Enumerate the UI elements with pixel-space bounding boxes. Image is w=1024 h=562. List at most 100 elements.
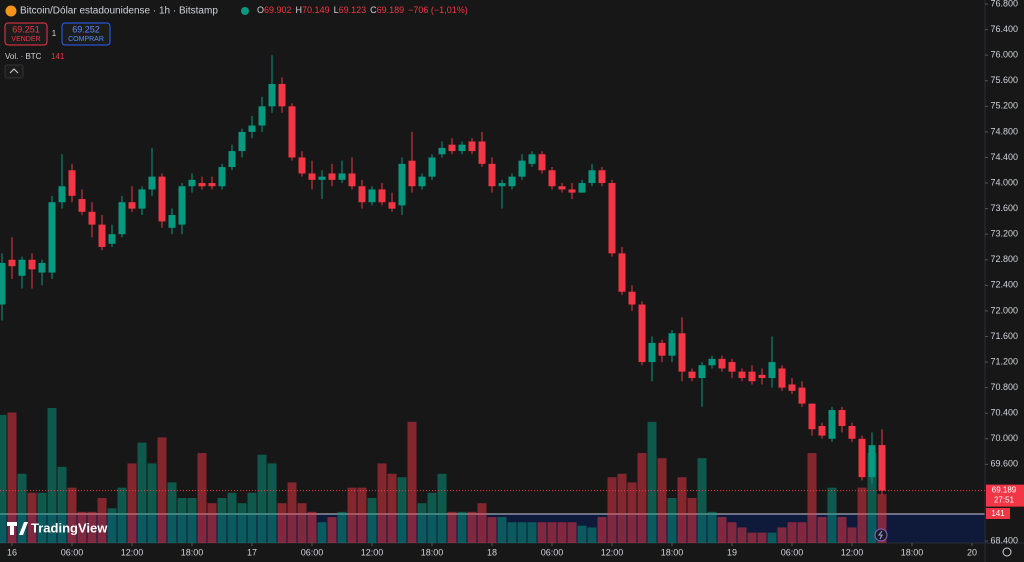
volume-bar	[197, 453, 207, 543]
candle-body	[458, 144, 466, 152]
volume-bar	[787, 522, 797, 543]
candle-body	[448, 144, 456, 152]
y-tick-label: 70.400	[990, 408, 1018, 418]
candle-body	[88, 211, 96, 225]
volume-bar	[527, 522, 537, 543]
candle-body	[408, 160, 416, 187]
candle-body	[708, 358, 716, 366]
volume-bar	[687, 498, 697, 543]
volume-bar	[277, 503, 287, 543]
settings-icon[interactable]	[1002, 547, 1012, 557]
candle-body	[838, 410, 846, 426]
collapse-icon	[9, 68, 19, 74]
candle-body	[368, 189, 376, 203]
buy-button[interactable]	[61, 22, 111, 46]
volume-bar	[647, 421, 657, 543]
candle-body	[798, 387, 806, 404]
y-tick-label: 70.000	[990, 433, 1018, 443]
volume-bar	[137, 442, 147, 543]
volume-bar	[227, 492, 237, 543]
volume-bar	[607, 477, 617, 543]
btc-icon	[5, 5, 17, 17]
volume-bar	[447, 511, 457, 543]
volume-bar	[727, 522, 737, 543]
volume-bar	[397, 477, 407, 543]
candle-body	[428, 157, 436, 177]
candle-body	[608, 183, 616, 254]
volume-bar	[577, 525, 587, 543]
volume-bar	[0, 414, 7, 543]
x-tick-label: 12:00	[121, 547, 144, 557]
candle-body	[508, 176, 516, 187]
candle-body	[668, 333, 676, 356]
c-value: 69.189	[377, 5, 405, 15]
y-tick-label: 76.400	[990, 24, 1018, 34]
candle-body	[348, 173, 356, 187]
candle-body	[788, 384, 796, 391]
x-tick-label: 17	[247, 547, 257, 557]
volume-bar	[167, 482, 177, 543]
volume-bar	[237, 503, 247, 543]
volume-bar	[637, 453, 647, 543]
y-tick-label: 73.600	[990, 203, 1018, 213]
plot	[0, 55, 985, 543]
volume-bar	[697, 458, 707, 543]
candle-body	[0, 262, 6, 305]
candle-body	[248, 125, 256, 132]
candle-body	[648, 342, 656, 363]
candle-body	[818, 425, 826, 436]
volume-bar	[287, 482, 297, 543]
volume-bar	[57, 466, 67, 543]
y-tick-label: 76.800	[990, 0, 1018, 8]
candle-body	[78, 199, 86, 212]
candle-body	[18, 259, 26, 276]
volume-bar	[47, 408, 57, 543]
candle-body	[658, 342, 666, 356]
volume-bar	[97, 498, 107, 543]
x-tick-label: 12:00	[361, 547, 384, 557]
y-tick-label: 76.000	[990, 50, 1018, 60]
y-tick-label: 74.400	[990, 152, 1018, 162]
candle-body	[58, 186, 66, 203]
candle-body	[218, 167, 226, 187]
o-label: O	[257, 5, 264, 15]
candle-body	[98, 224, 106, 247]
y-tick-label: 70.800	[990, 382, 1018, 392]
volume-bar	[627, 482, 637, 543]
volume-bar	[677, 477, 687, 543]
x-tick-label: 16	[7, 547, 17, 557]
volume-bar	[587, 527, 597, 543]
legend: Bitcoin/Dólar estadounidense · 1h · Bits…	[4, 5, 468, 79]
candle-body	[338, 173, 346, 180]
collapse-button[interactable]	[4, 64, 24, 79]
volume-bar	[867, 453, 877, 543]
x-tick-label: 06:00	[61, 547, 84, 557]
candle-body	[38, 262, 46, 273]
candle-body	[308, 173, 316, 180]
volume-bar	[37, 492, 47, 543]
volume-bar	[517, 522, 527, 543]
x-tick-label: 18:00	[661, 547, 684, 557]
sell-button[interactable]	[4, 22, 48, 46]
volume-bar	[847, 527, 857, 543]
volume-bar	[357, 487, 367, 543]
volume-bar	[7, 412, 17, 543]
volume-legend: Vol. · BTC	[5, 52, 42, 61]
y-tick-label: 73.200	[990, 229, 1018, 239]
candle-body	[598, 170, 606, 184]
qty: 1	[52, 29, 57, 38]
price-tag-countdown: 27:51	[994, 496, 1015, 505]
volume-bar	[387, 473, 397, 543]
candle-body	[158, 176, 166, 222]
x-tick-label: 18	[487, 547, 497, 557]
volume-bar	[247, 492, 257, 543]
volume-bar	[417, 503, 427, 543]
sell-price: 69.251	[12, 24, 40, 34]
candle-body	[638, 304, 646, 363]
ohlc: O69.902 H70.149 L69.123 C69.189 −706 (−1,01%…	[257, 5, 468, 15]
x-tick-label: 18:00	[901, 547, 924, 557]
alert-glyph	[878, 530, 883, 540]
volume-bar	[187, 498, 197, 543]
candle-body	[238, 131, 246, 152]
x-tick-label: 20	[967, 547, 977, 557]
